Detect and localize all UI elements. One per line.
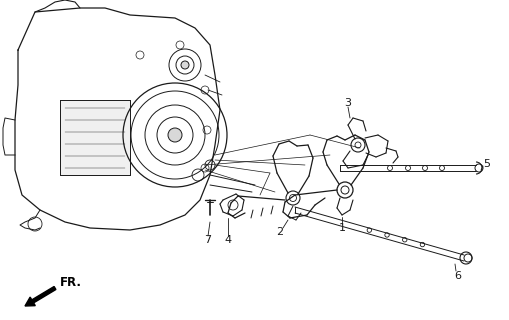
FancyArrow shape [25,286,56,306]
Text: FR.: FR. [60,276,82,290]
Text: 7: 7 [204,235,211,245]
Text: 5: 5 [483,159,490,169]
Circle shape [167,128,182,142]
Text: 3: 3 [344,98,351,108]
Text: 1: 1 [338,223,345,233]
Polygon shape [60,100,130,175]
Circle shape [181,61,189,69]
Text: 2: 2 [276,227,283,237]
Text: 4: 4 [224,235,231,245]
Text: 6: 6 [454,271,461,281]
